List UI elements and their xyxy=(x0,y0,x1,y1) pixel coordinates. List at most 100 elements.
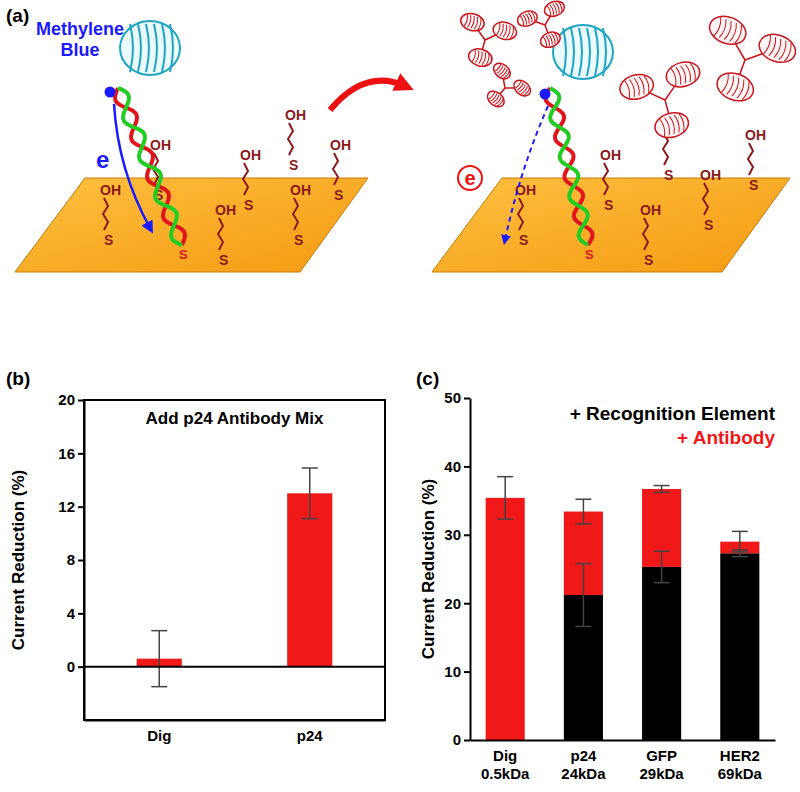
plot-marks xyxy=(137,468,333,687)
antibody-strand xyxy=(779,41,788,60)
bar xyxy=(287,493,332,666)
y-tick-mark xyxy=(464,740,470,742)
sulfur-label: S xyxy=(219,252,228,268)
gfp-strand xyxy=(162,24,165,72)
gfp-strand xyxy=(138,24,141,72)
error-bar xyxy=(151,631,167,687)
bar-segment xyxy=(642,567,681,740)
antibody-strand xyxy=(679,113,686,131)
x-axis-line xyxy=(85,720,386,722)
alkyl-chain xyxy=(243,163,248,195)
gold-surface xyxy=(432,178,790,272)
antibody-strand xyxy=(671,68,678,86)
gfp-strand xyxy=(154,24,157,72)
figure: (a)OHSOHSOHSOHSOHSOHSOHSOHSOHSOHSOHSOHSO… xyxy=(0,0,800,792)
antibody-strand xyxy=(491,93,498,101)
legend: + Recognition Element+ Antibody xyxy=(570,403,776,448)
bar-segment xyxy=(486,498,525,740)
electron-ring xyxy=(458,166,482,190)
antibody-domain xyxy=(713,68,757,106)
antibody-strand xyxy=(629,79,636,97)
dna-strand xyxy=(545,88,592,245)
x-tick-label: Dig xyxy=(147,727,171,744)
antibody-strand xyxy=(721,74,730,93)
x-tick: p2424kDa xyxy=(561,740,606,782)
antibody-strand xyxy=(676,67,683,85)
antibody-strand xyxy=(719,19,728,38)
x-tick: GFP29kDa xyxy=(640,740,685,782)
antibody-strand xyxy=(493,95,500,103)
x-tick-label: GFP29kDa xyxy=(640,747,685,782)
gfp-barrel xyxy=(553,25,613,79)
y-tick: 20 xyxy=(444,595,470,612)
gfp-strand xyxy=(587,28,590,76)
error-bar xyxy=(732,531,748,552)
antibody-strand xyxy=(471,16,476,29)
hydroxyl-label: OH xyxy=(745,127,766,143)
gfp-protein xyxy=(120,21,180,75)
x-axis-line xyxy=(471,740,776,742)
x-tick-label: p24 xyxy=(297,727,324,744)
antibody-strand xyxy=(501,69,508,77)
error-bar-cap xyxy=(732,551,748,553)
sam-molecule: OHS xyxy=(745,127,766,193)
tspan: Blue xyxy=(60,40,99,60)
y-axis-title: Current Reduction (%) xyxy=(419,479,438,659)
error-bar-cap xyxy=(732,531,748,533)
y-tick: 0 xyxy=(453,731,470,748)
antibody-strand xyxy=(784,43,793,62)
error-bar-cap xyxy=(575,523,591,525)
tspan: 29kDa xyxy=(640,765,685,782)
panel-label: (c) xyxy=(416,368,439,389)
antibody-strand xyxy=(732,78,741,97)
y-tick: 0 xyxy=(67,658,84,675)
y-tick: 10 xyxy=(444,663,470,680)
electron-arrow-blocked xyxy=(505,106,548,240)
antibody-strand xyxy=(774,39,783,58)
alkyl-chain xyxy=(603,163,608,195)
error-bar-cap xyxy=(575,626,591,628)
y-tick: 30 xyxy=(444,526,470,543)
antibody-strand xyxy=(499,67,506,75)
antibody-domain xyxy=(706,11,750,49)
tspan: Dig xyxy=(493,747,517,764)
antibody-strand xyxy=(690,63,697,81)
hydroxyl-label: OH xyxy=(285,107,306,123)
hydroxyl-label: OH xyxy=(330,137,351,153)
antibody-strand xyxy=(497,99,504,107)
antibody-strand xyxy=(474,17,479,30)
sulfur-label: S xyxy=(664,167,673,183)
error-bar-stem xyxy=(504,477,506,519)
y-tick: 4 xyxy=(67,605,84,622)
antibody-strand xyxy=(478,18,483,31)
y-tick-label: 0 xyxy=(67,658,75,675)
antibody-strand xyxy=(507,26,512,39)
antibody-strand xyxy=(503,25,508,38)
error-bar xyxy=(497,477,513,519)
legend-entry: + Antibody xyxy=(677,427,775,448)
antibody-strand xyxy=(479,51,484,64)
y-tick: 12 xyxy=(58,498,84,515)
sulfur-label: S xyxy=(104,232,113,248)
alkyl-chain xyxy=(703,183,708,215)
y-tick-label: 8 xyxy=(67,551,75,568)
antibody-domain xyxy=(459,11,486,33)
antibody-strand xyxy=(764,35,773,54)
y-tick: 16 xyxy=(58,445,84,462)
antibody-strand xyxy=(558,1,563,12)
sulfur-label: S xyxy=(294,232,303,248)
error-bar-stem xyxy=(583,564,585,627)
hydroxyl-label: OH xyxy=(640,202,661,218)
antibody-domain xyxy=(511,77,534,99)
antibody-strand xyxy=(660,118,667,136)
y-tick-label: 20 xyxy=(58,391,75,408)
antibody-strand xyxy=(681,65,688,83)
gfp-strand xyxy=(579,28,582,76)
dna-strand xyxy=(118,88,182,245)
sam-molecule: OHS xyxy=(700,167,721,233)
hydroxyl-label: OH xyxy=(600,147,621,163)
y-tick-label: 4 xyxy=(67,605,76,622)
antibody xyxy=(450,11,518,73)
tspan: 69kDa xyxy=(718,765,763,782)
y-tick-mark xyxy=(464,534,470,536)
